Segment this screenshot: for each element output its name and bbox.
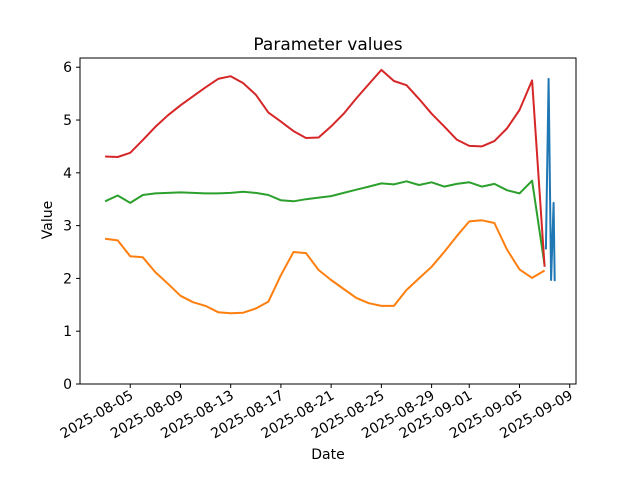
series-red-line	[105, 68, 546, 267]
series-green-line	[104, 179, 546, 266]
plot-border	[79, 57, 577, 385]
series-blue-line	[544, 77, 556, 282]
series-orange-line	[104, 219, 546, 315]
y-tick-label: 2	[63, 271, 72, 287]
y-tick-label: 0	[63, 377, 72, 393]
x-axis-label: Date	[311, 447, 344, 463]
chart-title: Parameter values	[253, 35, 402, 55]
y-axis-label: Value	[40, 201, 56, 239]
y-tick-label: 4	[63, 166, 72, 182]
y-tick-label: 3	[63, 219, 72, 235]
y-tick-label: 1	[63, 324, 72, 340]
y-tick-label: 5	[63, 113, 72, 129]
y-tick-label: 6	[63, 60, 72, 76]
